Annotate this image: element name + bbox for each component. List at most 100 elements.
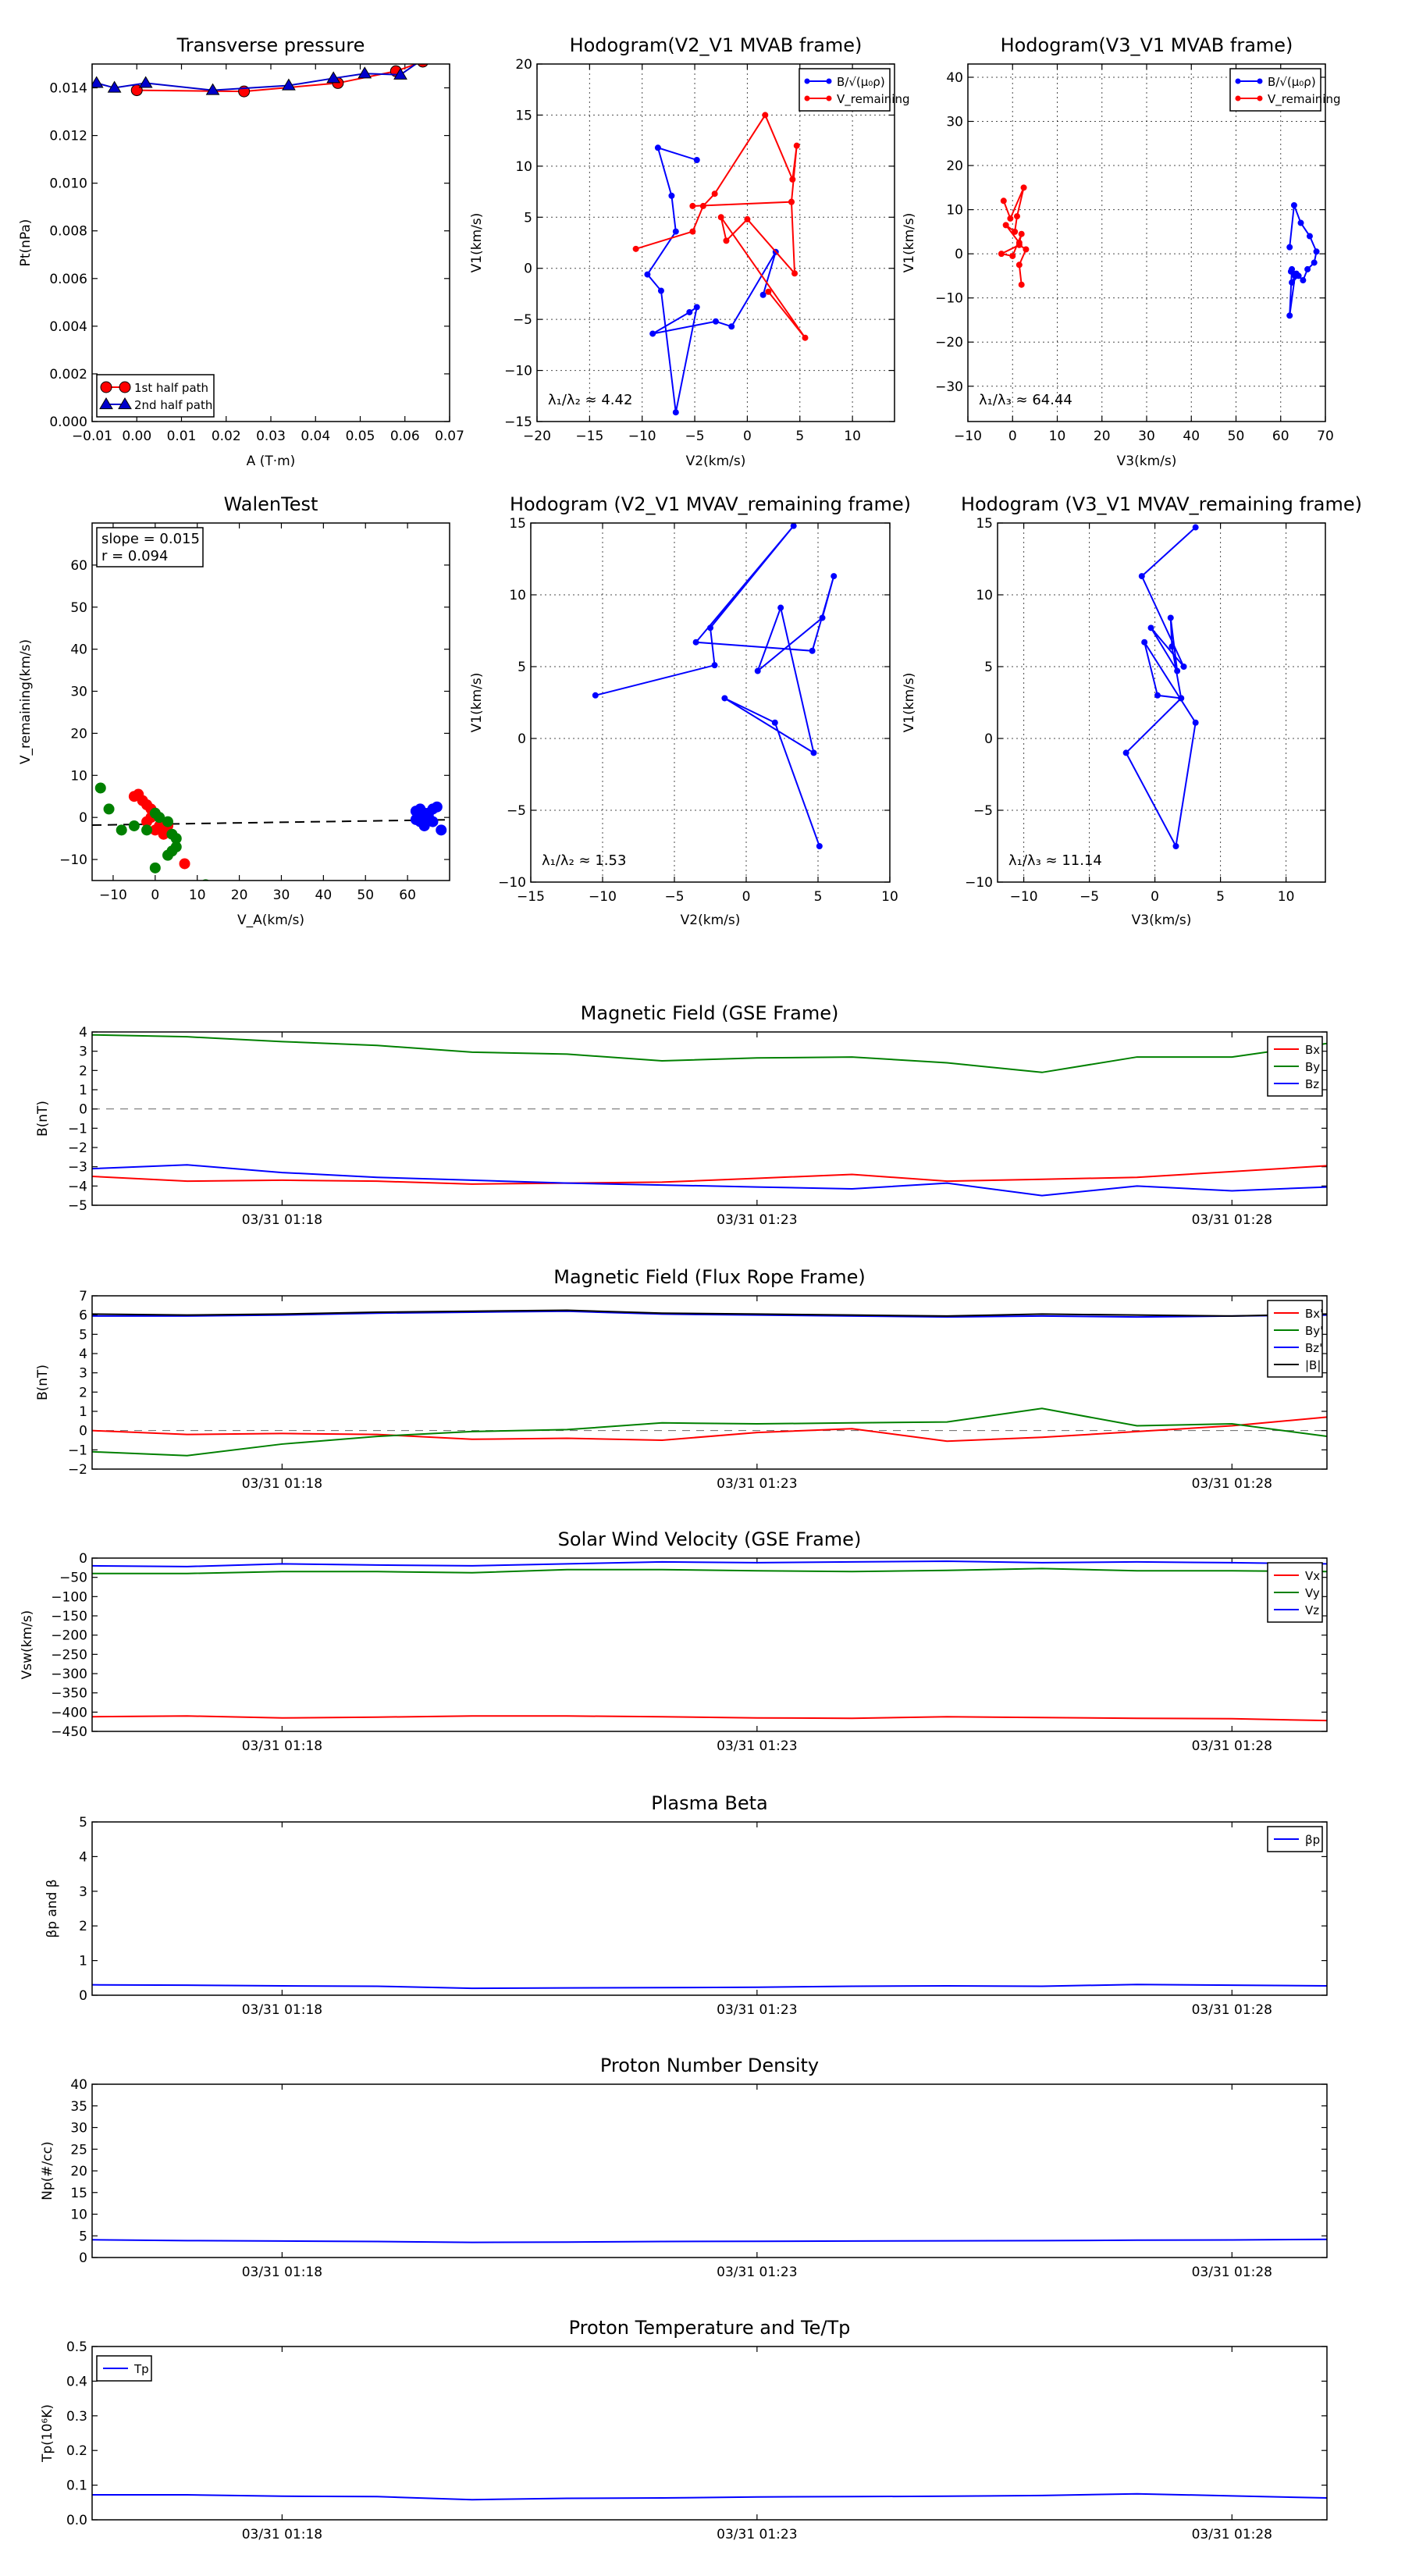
y-axis-label: Pt(nPa) xyxy=(18,219,34,267)
data-point xyxy=(162,816,173,827)
chart-pt: −0.01 0.00 0.01 0.02 0.03 0.04 0.05 0.06 0.07 0.0… xyxy=(18,34,464,469)
stats-line: r = 0.094 xyxy=(101,548,168,564)
y-tick-label: 0.3 xyxy=(66,2409,87,2425)
y-tick-label: 2 xyxy=(79,1385,87,1400)
x-tick-label: −10 xyxy=(1010,889,1038,905)
data-point xyxy=(713,318,719,325)
data-point xyxy=(654,144,661,151)
y-tick-label: 0 xyxy=(984,731,993,747)
y-tick-label: 6 xyxy=(79,1308,87,1324)
data-point xyxy=(998,251,1005,258)
data-point xyxy=(717,214,724,221)
legend: βp xyxy=(1267,1826,1323,1852)
y-axis-label: B(nT) xyxy=(35,1364,51,1400)
y-tick-label: −3 xyxy=(68,1160,87,1176)
x-tick-label: 0 xyxy=(1151,889,1159,905)
series-line xyxy=(92,1560,1327,1567)
plot-area xyxy=(632,112,809,416)
legend-label: Bx' xyxy=(1305,1307,1323,1321)
legend-marker xyxy=(1235,95,1241,101)
legend: B/√(μ₀ρ) V_remaining xyxy=(1229,68,1341,112)
y-tick-label: 10 xyxy=(70,768,87,784)
x-tick-label: 03/31 01:18 xyxy=(242,1476,322,1492)
y-tick-label: 2 xyxy=(79,1063,87,1079)
legend-marker xyxy=(1257,95,1263,101)
x-tick-label: 0.01 xyxy=(167,429,197,444)
data-point xyxy=(790,523,797,529)
x-tick-label: 40 xyxy=(315,888,333,903)
y-axis-label: Vsw(km/s) xyxy=(20,1610,35,1680)
x-tick-label: 03/31 01:28 xyxy=(1192,1212,1272,1228)
data-point xyxy=(154,812,165,824)
data-point xyxy=(1292,272,1299,279)
y-tick-label: 0.004 xyxy=(49,319,87,335)
y-tick-label: −10 xyxy=(59,852,87,868)
data-point xyxy=(107,80,122,93)
data-point xyxy=(1122,749,1129,756)
y-axis-label: V1(km/s) xyxy=(902,673,917,733)
data-point xyxy=(765,288,772,295)
legend-box xyxy=(799,68,891,112)
data-point xyxy=(1287,268,1294,275)
legend-label: Bz xyxy=(1305,1077,1319,1091)
y-tick-label: 0.5 xyxy=(66,2339,87,2355)
data-point xyxy=(282,78,296,91)
plot-frame xyxy=(91,2083,1328,2258)
stats-line: slope = 0.015 xyxy=(101,531,200,547)
data-point xyxy=(793,142,800,149)
chart-title: Proton Number Density xyxy=(600,2055,819,2076)
x-tick-label: −15 xyxy=(575,429,603,444)
y-tick-label: −5 xyxy=(513,312,532,328)
data-point xyxy=(1023,246,1030,253)
y-tick-label: 2 xyxy=(79,1919,87,1934)
data-point xyxy=(418,813,430,825)
data-point xyxy=(789,176,796,183)
data-point xyxy=(1172,843,1179,849)
x-tick-label: 60 xyxy=(399,888,416,903)
plot-area xyxy=(998,184,1320,319)
data-point xyxy=(1154,692,1161,699)
legend-marker xyxy=(1235,78,1241,84)
y-tick-label: 0 xyxy=(79,810,87,826)
y-axis-label: V1(km/s) xyxy=(902,213,917,273)
x-tick-label: 20 xyxy=(231,888,248,903)
chart-hodo2: −10 0 10 20 30 40 50 60 70 −30 −20 −10 0 10 20 30 40 Hodo… xyxy=(902,34,1341,469)
data-point xyxy=(103,803,115,815)
y-tick-label: −30 xyxy=(935,379,963,395)
y-tick-label: −5 xyxy=(973,803,993,819)
x-tick-label: 5 xyxy=(795,429,804,444)
data-point xyxy=(1016,262,1023,269)
eigenvalue-ratio-label: λ₁/λ₂ ≈ 1.53 xyxy=(542,852,626,869)
plot-frame xyxy=(91,1031,1328,1206)
data-point xyxy=(1192,719,1199,726)
data-point xyxy=(672,409,679,416)
series-line xyxy=(92,2238,1327,2243)
data-point xyxy=(149,824,161,836)
y-tick-label: 4 xyxy=(79,1849,87,1865)
y-tick-label: 10 xyxy=(70,2208,87,2223)
data-point xyxy=(326,71,341,84)
legend-marker xyxy=(826,78,832,84)
y-tick-label: 5 xyxy=(79,1815,87,1831)
x-tick-label: −20 xyxy=(523,429,551,444)
plot-frame xyxy=(91,522,450,881)
data-point xyxy=(657,287,664,294)
chart-bfr: 03/31 01:18 03/31 01:23 03/31 01:28 −2 −1 0 1 2… xyxy=(35,1266,1328,1492)
y-tick-label: −10 xyxy=(498,875,526,891)
data-point xyxy=(1013,213,1020,220)
y-tick-label: 40 xyxy=(946,70,963,86)
y-tick-label: 0 xyxy=(79,1551,87,1567)
x-tick-label: 10 xyxy=(1049,429,1066,444)
x-tick-label: 0.05 xyxy=(346,429,375,444)
data-point xyxy=(393,67,407,80)
legend: Bx' By' Bz' |B| xyxy=(1267,1300,1323,1378)
y-tick-label: −5 xyxy=(507,803,526,819)
x-axis-label: V2(km/s) xyxy=(681,913,741,928)
x-tick-label: 60 xyxy=(1272,429,1289,444)
plot-frame xyxy=(91,1821,1328,1996)
y-tick-label: 0.1 xyxy=(66,2478,87,2494)
x-tick-label: 0.03 xyxy=(256,429,286,444)
y-axis-label: V1(km/s) xyxy=(469,673,485,733)
data-point xyxy=(1304,265,1311,272)
data-point xyxy=(1168,643,1176,650)
